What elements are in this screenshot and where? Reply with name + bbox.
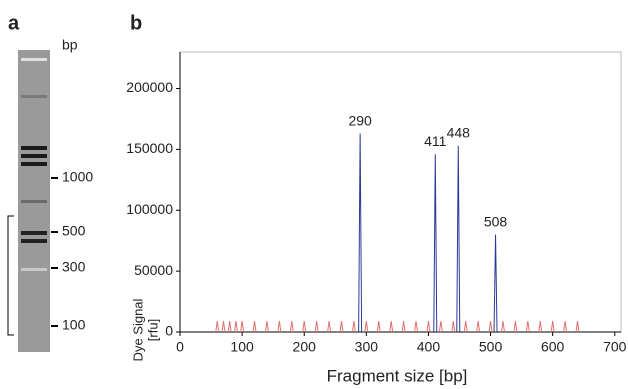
gel-band xyxy=(21,95,47,98)
peak xyxy=(290,321,293,332)
x-tick-label: 500 xyxy=(479,339,503,355)
peak xyxy=(359,134,362,332)
y-axis-title: [rfu] xyxy=(145,319,160,341)
y-tick-label: 100000 xyxy=(126,201,173,217)
marker-label: 300 xyxy=(62,259,86,275)
gel-band xyxy=(21,268,47,271)
peak xyxy=(427,321,430,332)
peak xyxy=(216,321,219,332)
marker-label: 100 xyxy=(62,317,86,333)
peak xyxy=(434,154,437,332)
x-tick-label: 300 xyxy=(355,339,379,355)
peak xyxy=(489,321,492,332)
peak xyxy=(328,321,331,332)
peak xyxy=(501,321,504,332)
gel-markers: 1000 500 300 100 xyxy=(51,169,93,333)
bracket xyxy=(8,216,14,335)
gel-band xyxy=(21,154,47,158)
x-tick-label: 100 xyxy=(230,339,254,355)
peak xyxy=(315,321,318,332)
peak xyxy=(234,321,237,332)
peak xyxy=(303,321,306,332)
panel-label: a xyxy=(8,12,20,34)
peak xyxy=(464,321,467,332)
panel-label: b xyxy=(130,12,142,34)
peak-label: 411 xyxy=(424,133,447,149)
y-tick-label: 50000 xyxy=(134,262,173,278)
y-axis-title: Dye Signal xyxy=(130,298,145,361)
peak xyxy=(539,321,542,332)
page: {"gel": {"panel_label": "a", "unit": "bp… xyxy=(0,0,628,389)
peak xyxy=(526,321,529,332)
peak-label: 448 xyxy=(447,124,471,140)
peak xyxy=(494,235,497,332)
peak xyxy=(564,321,567,332)
gel-band xyxy=(21,58,47,61)
peak xyxy=(265,321,268,332)
peak xyxy=(340,321,343,332)
peak xyxy=(278,321,281,332)
y-tick-label: 0 xyxy=(165,323,173,339)
peak-label: 290 xyxy=(348,112,372,128)
peak xyxy=(352,321,355,332)
gel-unit: bp xyxy=(62,37,78,53)
gel-band xyxy=(21,239,47,243)
gel-band xyxy=(21,200,47,203)
gel-band xyxy=(21,146,47,150)
x-tick-label: 0 xyxy=(176,339,184,355)
peak xyxy=(253,321,256,332)
x-tick-label: 600 xyxy=(541,339,565,355)
peak xyxy=(514,321,517,332)
gel-band xyxy=(21,231,47,235)
peak xyxy=(365,321,368,332)
peak xyxy=(415,321,418,332)
x-tick-label: 700 xyxy=(603,339,627,355)
peak xyxy=(228,321,231,332)
plot-frame xyxy=(180,52,621,332)
marker-label: 1000 xyxy=(62,169,93,185)
gel-band xyxy=(21,162,47,166)
peak xyxy=(477,321,480,332)
figure: a bp 1000 500 300 100 b Fragment size [b… xyxy=(0,0,628,389)
y-tick-label: 150000 xyxy=(126,140,173,156)
peak xyxy=(402,321,405,332)
x-tick-label: 400 xyxy=(417,339,441,355)
peak-label: 508 xyxy=(484,213,508,229)
marker-label: 500 xyxy=(62,223,86,239)
peak xyxy=(439,321,442,332)
peak xyxy=(377,321,380,332)
peak xyxy=(390,321,393,332)
y-tick-label: 200000 xyxy=(126,79,173,95)
peak xyxy=(457,146,460,332)
peak xyxy=(222,321,225,332)
peak xyxy=(452,321,455,332)
x-tick-label: 200 xyxy=(293,339,317,355)
peak xyxy=(551,321,554,332)
x-axis-title: Fragment size [bp] xyxy=(327,366,468,385)
peak xyxy=(241,321,244,332)
peak xyxy=(576,321,579,332)
